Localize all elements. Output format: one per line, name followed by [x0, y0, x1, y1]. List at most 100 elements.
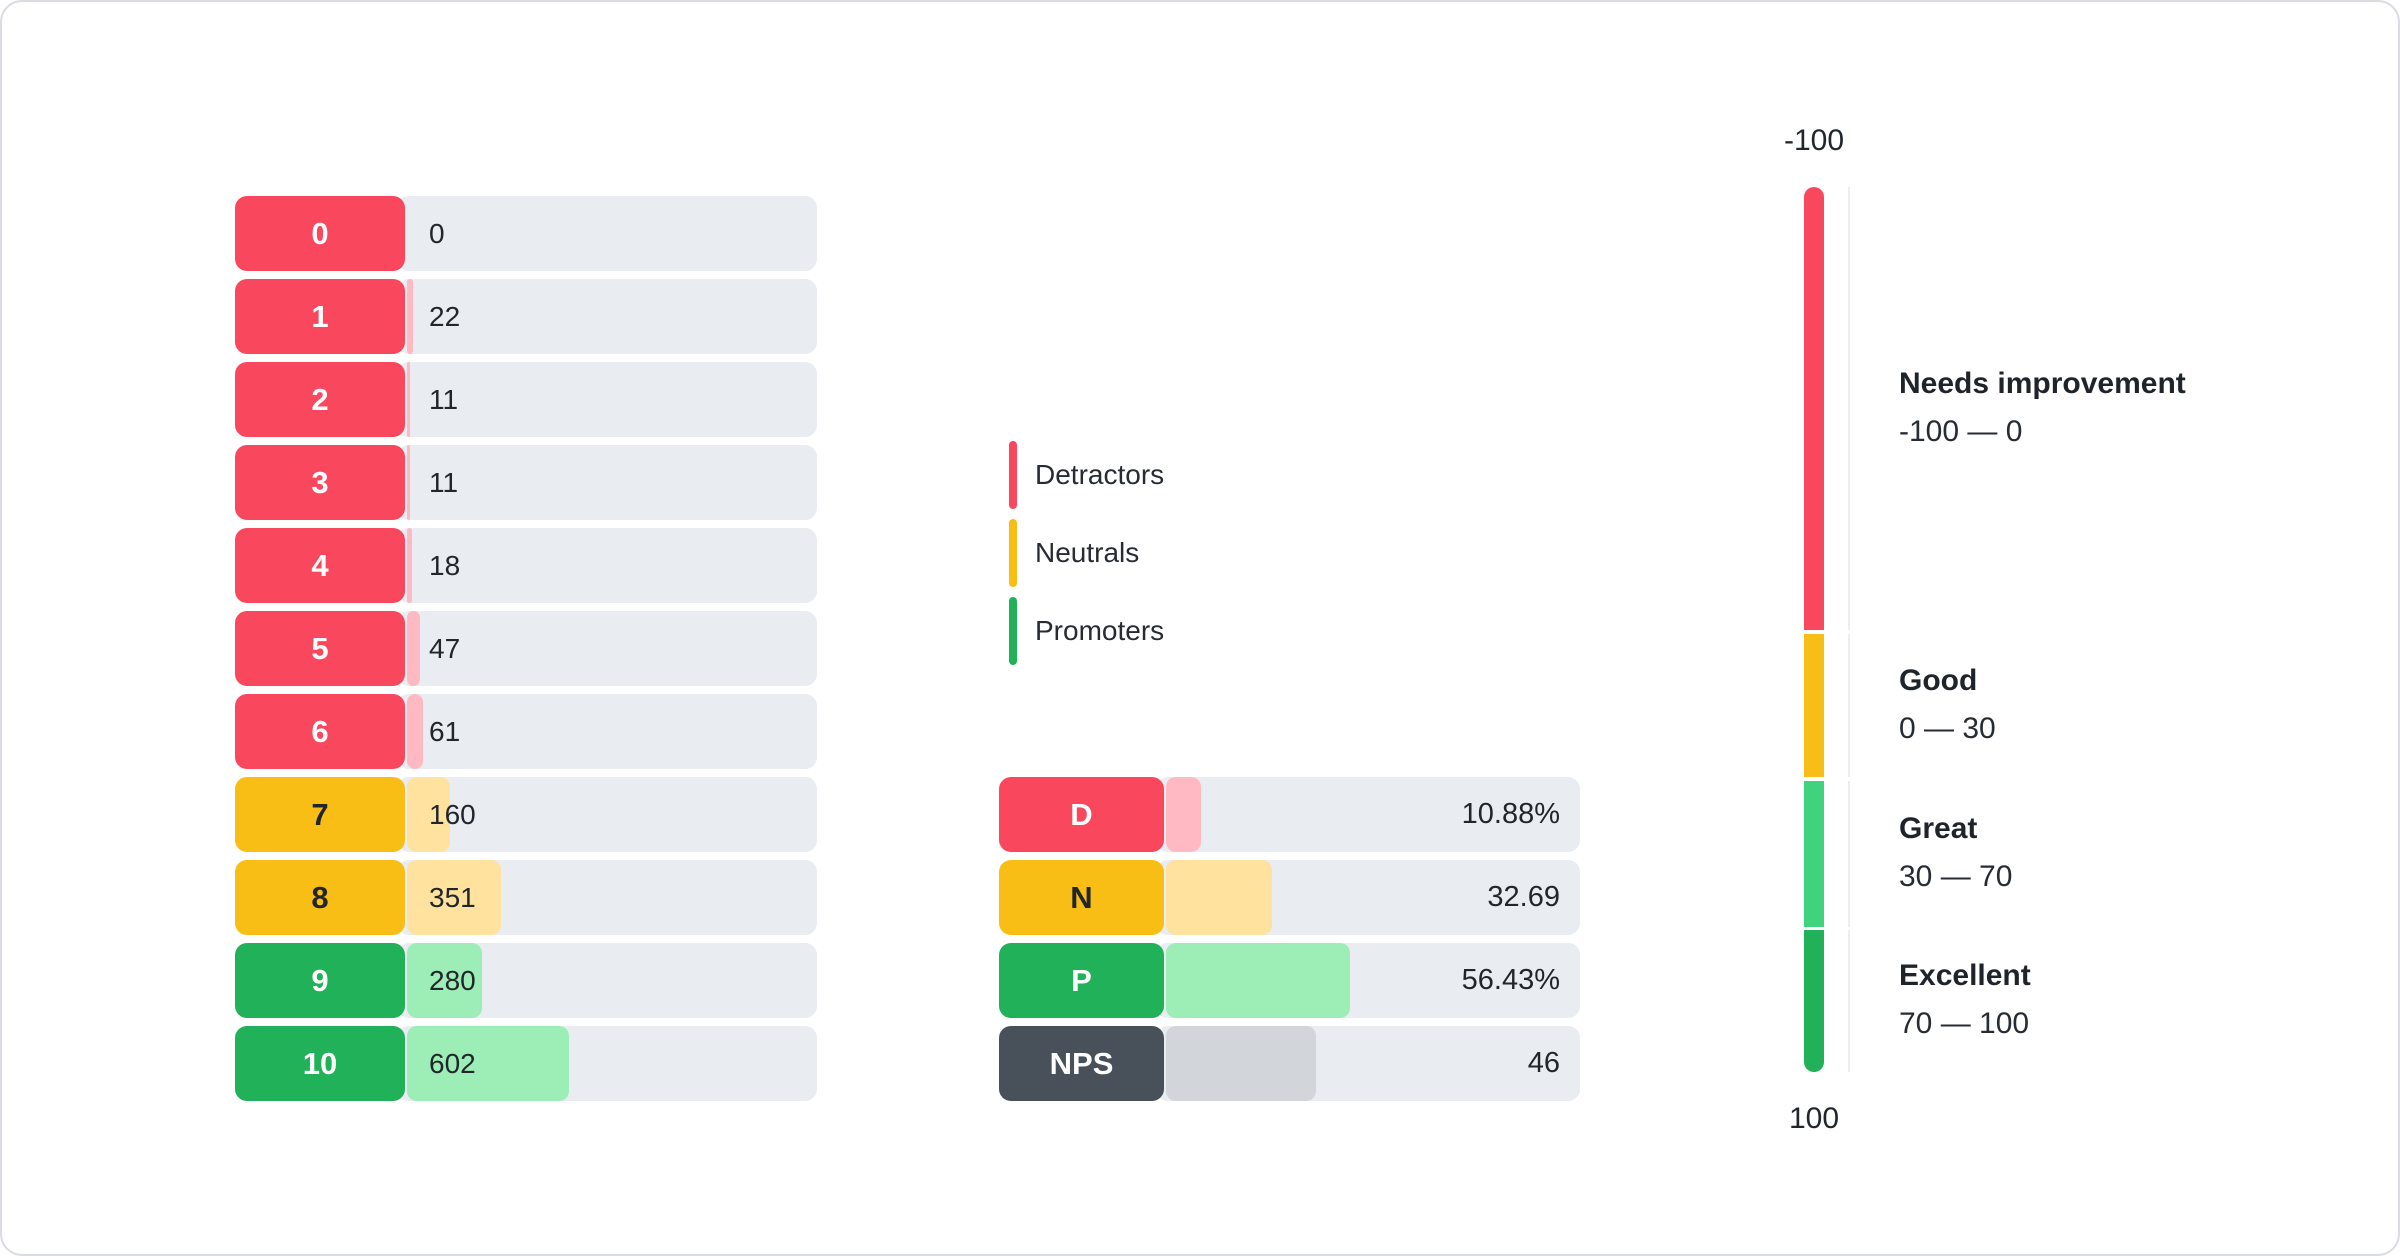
- summary-row-promoters: P 56.43%: [999, 943, 1580, 1018]
- ruler-segment: [1848, 781, 1850, 927]
- score-chip-5: 5: [235, 611, 405, 686]
- score-bar-fill: [407, 611, 420, 686]
- score-distribution-chart: 0 0 1 22 2 11 3 11: [235, 196, 817, 1101]
- score-bar-fill: [407, 860, 502, 935]
- score-chip-3: 3: [235, 445, 405, 520]
- score-row-0: 0 0: [235, 196, 817, 271]
- score-bar-track: 61: [397, 694, 817, 769]
- zone-title: Good: [1899, 664, 1978, 697]
- score-row-2: 2 11: [235, 362, 817, 437]
- legend-label: Promoters: [1035, 615, 1165, 646]
- summary-row-nps: NPS 46: [999, 1026, 1580, 1101]
- summary-bar-fill: [1166, 943, 1350, 1018]
- score-bar-track: 351: [397, 860, 817, 935]
- score-count-label: 22: [429, 300, 461, 332]
- summary-bar-fill: [1166, 860, 1273, 935]
- score-bar-track: 22: [397, 279, 817, 354]
- score-chip-4: 4: [235, 528, 405, 603]
- score-row-5: 5 47: [235, 611, 817, 686]
- score-chip-2: 2: [235, 362, 405, 437]
- score-count-label: 61: [429, 715, 461, 747]
- gauge-zone-great: Great 30 — 70: [1899, 807, 2400, 899]
- summary-chip-nps: NPS: [999, 1026, 1164, 1101]
- summary-row-detractors: D 10.88%: [999, 777, 1580, 852]
- legend-item-promoters[interactable]: Promoters: [1009, 597, 1164, 665]
- score-bar-fill: [407, 279, 413, 354]
- score-row-8: 8 351: [235, 860, 817, 935]
- score-bar-fill: [407, 777, 450, 852]
- legend-item-neutrals[interactable]: Neutrals: [1009, 519, 1164, 587]
- score-bar-track: 160: [397, 777, 817, 852]
- summary-bar-track: 32.69: [1156, 860, 1580, 935]
- gauge-segment-good: [1804, 634, 1824, 777]
- score-bar-fill: [407, 694, 424, 769]
- gauge-segment-needs-improvement: [1804, 187, 1824, 630]
- zone-range: 30 — 70: [1899, 860, 2013, 893]
- zone-title: Excellent: [1899, 959, 2031, 992]
- legend-label: Detractors: [1035, 459, 1165, 490]
- score-bar-track: 11: [397, 445, 817, 520]
- score-count-label: 351: [429, 881, 476, 913]
- summary-row-neutrals: N 32.69: [999, 860, 1580, 935]
- summary-value-label: 56.43%: [1461, 964, 1560, 996]
- summary-bar-track: 56.43%: [1156, 943, 1580, 1018]
- score-chip-8: 8: [235, 860, 405, 935]
- score-row-9: 9 280: [235, 943, 817, 1018]
- score-bar-fill: [407, 445, 410, 520]
- gauge-max-label: -100: [1783, 124, 1845, 157]
- score-bar-track: 18: [397, 528, 817, 603]
- nps-summary-chart: D 10.88% N 32.69 P 56.43% NPS 46: [999, 777, 1580, 1101]
- score-count-label: 280: [429, 964, 476, 996]
- score-count-label: 47: [429, 632, 461, 664]
- summary-value-label: 10.88%: [1461, 798, 1560, 830]
- score-row-6: 6 61: [235, 694, 817, 769]
- score-count-label: 11: [429, 383, 459, 415]
- score-row-7: 7 160: [235, 777, 817, 852]
- legend: Detractors Neutrals Promoters: [1009, 441, 1164, 665]
- score-chip-0: 0: [235, 196, 405, 271]
- score-bar-track: 0: [397, 196, 817, 271]
- score-chip-10: 10: [235, 1026, 405, 1101]
- score-bar-fill: [407, 1026, 569, 1101]
- summary-chip-p: P: [999, 943, 1164, 1018]
- score-count-label: 602: [429, 1047, 476, 1079]
- gauge-zone-excellent: Excellent 70 — 100: [1899, 954, 2400, 1046]
- summary-chip-d: D: [999, 777, 1164, 852]
- score-count-label: 18: [429, 549, 461, 581]
- score-row-4: 4 18: [235, 528, 817, 603]
- score-count-label: 0: [429, 217, 445, 249]
- ruler-segment: [1848, 634, 1850, 777]
- score-row-1: 1 22: [235, 279, 817, 354]
- score-count-label: 11: [429, 466, 459, 498]
- score-bar-fill: [407, 528, 412, 603]
- summary-value-label: 46: [1527, 1047, 1560, 1079]
- ruler-segment: [1848, 187, 1850, 630]
- ruler-segment: [1848, 930, 1850, 1072]
- summary-bar-track: 46: [1156, 1026, 1580, 1101]
- score-row-10: 10 602: [235, 1026, 817, 1101]
- score-chip-6: 6: [235, 694, 405, 769]
- promoters-swatch-icon: [1009, 597, 1017, 665]
- score-row-3: 3 11: [235, 445, 817, 520]
- score-bar-fill: [407, 943, 483, 1018]
- gauge-bar: [1804, 187, 1824, 1072]
- score-bar-track: 47: [397, 611, 817, 686]
- score-bar-fill: [407, 362, 410, 437]
- zone-range: 0 — 30: [1899, 712, 1996, 745]
- zone-title: Great: [1899, 812, 1978, 845]
- score-chip-9: 9: [235, 943, 405, 1018]
- summary-bar-fill: [1166, 1026, 1316, 1101]
- summary-bar-track: 10.88%: [1156, 777, 1580, 852]
- neutrals-swatch-icon: [1009, 519, 1017, 587]
- legend-item-detractors[interactable]: Detractors: [1009, 441, 1164, 509]
- score-bar-track: 602: [397, 1026, 817, 1101]
- gauge-min-label: 100: [1788, 1102, 1840, 1135]
- zone-title: Needs improvement: [1899, 367, 2186, 400]
- gauge-ruler: [1848, 187, 1850, 1072]
- score-bar-track: 11: [397, 362, 817, 437]
- score-bar-track: 280: [397, 943, 817, 1018]
- gauge-segment-great: [1804, 781, 1824, 927]
- zone-range: 70 — 100: [1899, 1007, 2030, 1040]
- summary-value-label: 32.69: [1487, 881, 1560, 913]
